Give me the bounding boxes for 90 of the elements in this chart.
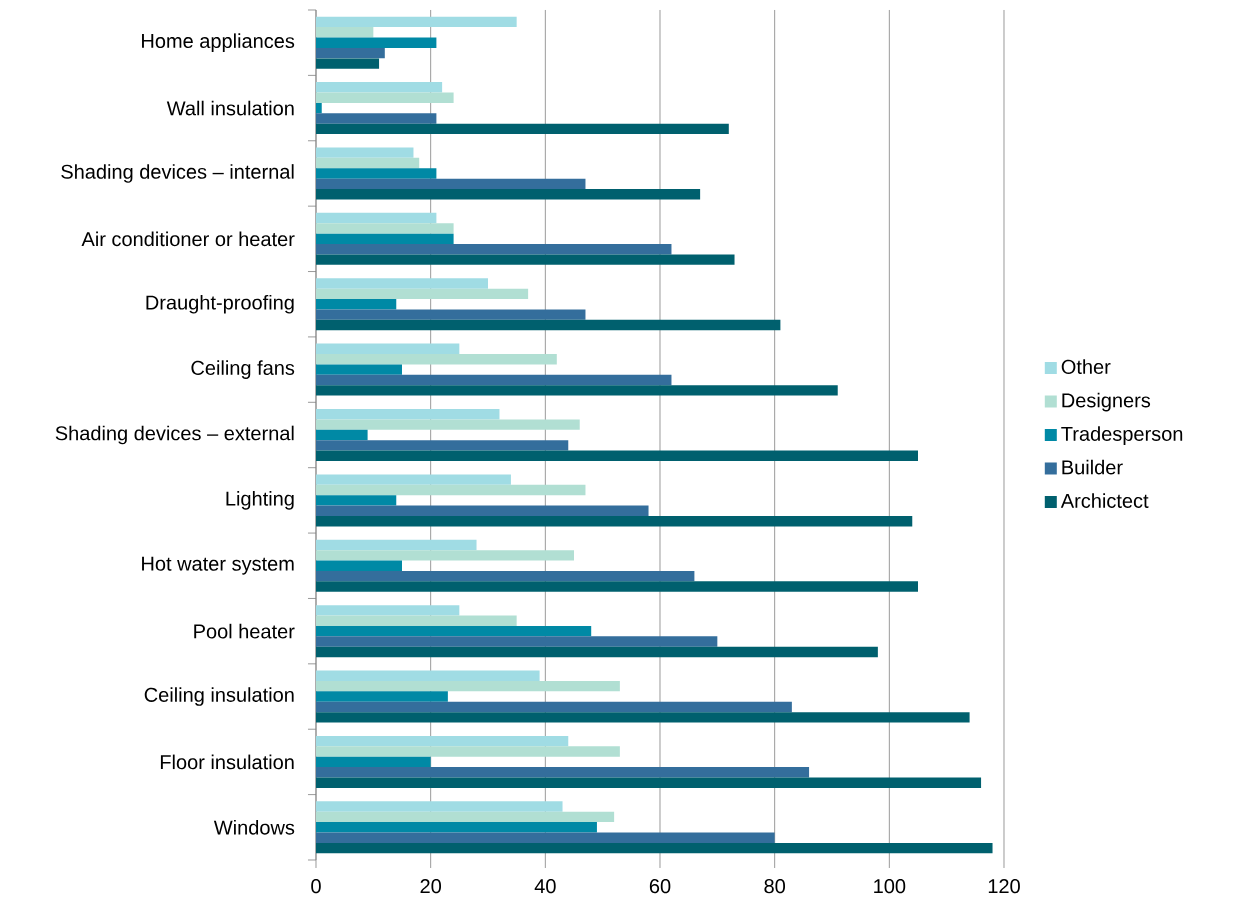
bar	[316, 615, 517, 626]
bar	[316, 646, 878, 658]
bar	[316, 113, 437, 124]
x-tick-label: 60	[649, 879, 671, 894]
bar	[316, 385, 838, 396]
bar	[316, 309, 586, 320]
bar	[316, 189, 701, 200]
y-tick-label: Pool heater	[194, 623, 295, 639]
bar	[316, 58, 380, 69]
bar	[316, 570, 695, 582]
bar	[316, 374, 672, 386]
bar	[316, 515, 913, 527]
bar	[316, 701, 792, 713]
y-tick-label: Air conditioner or heater	[81, 231, 295, 247]
legend-label: Designers	[1062, 392, 1151, 412]
bar	[316, 147, 414, 158]
bar	[316, 319, 781, 331]
bar	[316, 712, 970, 723]
bar	[316, 484, 586, 496]
bar	[316, 842, 993, 854]
bar	[316, 505, 649, 516]
bar	[316, 450, 918, 461]
y-tick-label: Windows	[213, 819, 295, 835]
bar	[316, 364, 402, 375]
bar	[316, 735, 569, 747]
y-tick-label: Shading devices – internal	[61, 164, 294, 183]
bar	[316, 756, 431, 768]
legend-label: Other	[1061, 359, 1111, 374]
bar	[316, 123, 729, 135]
bar	[316, 168, 437, 179]
bar	[316, 670, 540, 681]
bar	[316, 408, 500, 420]
bar	[316, 550, 574, 561]
y-tick-label: Home appliances	[142, 33, 295, 52]
legend-label: Builder	[1062, 459, 1123, 475]
y-tick-label: Ceiling fans	[191, 360, 295, 379]
bar	[316, 419, 580, 430]
y-tick-label: Draught-proofing	[146, 294, 294, 314]
bar	[316, 157, 420, 169]
y-tick-label: Shading devices – external	[55, 425, 294, 445]
bar	[316, 832, 775, 843]
bar	[316, 636, 718, 647]
bar	[316, 233, 454, 245]
bar	[316, 82, 443, 93]
bar	[316, 429, 368, 441]
bar	[316, 27, 374, 38]
x-tick-label: 40	[534, 879, 556, 894]
bar	[316, 212, 437, 224]
bar	[316, 254, 735, 265]
bar	[316, 92, 454, 103]
bar	[316, 288, 529, 300]
bar	[316, 625, 592, 637]
bar	[316, 495, 397, 506]
bar	[316, 178, 586, 190]
bar	[316, 539, 477, 551]
legend-label: Tradesperson	[1061, 426, 1183, 445]
bar	[316, 299, 397, 310]
bar	[316, 777, 982, 788]
bar	[316, 440, 569, 451]
bar	[316, 474, 511, 485]
bar	[316, 244, 672, 255]
x-tick-label: 100	[874, 879, 906, 894]
legend-label: Archictect	[1060, 493, 1149, 508]
y-tick-label: Floor insulation	[160, 754, 294, 770]
bar	[316, 47, 385, 59]
x-tick-label: 20	[420, 879, 442, 894]
bar	[316, 605, 460, 616]
bar	[316, 102, 322, 114]
bar	[316, 691, 448, 702]
y-tick-label: Wall insulation	[166, 100, 294, 116]
bar	[316, 680, 620, 692]
bar	[316, 354, 557, 365]
x-tick-label: 80	[764, 879, 786, 894]
y-tick-label: Ceiling insulation	[144, 687, 294, 706]
bar	[316, 801, 563, 812]
bar	[316, 37, 437, 48]
y-tick-label: Lighting	[226, 491, 294, 510]
bar	[316, 343, 460, 355]
bar	[316, 811, 615, 823]
bar	[316, 822, 597, 833]
bar	[316, 223, 454, 234]
bar	[316, 16, 517, 28]
bar	[316, 767, 810, 778]
bar	[316, 581, 918, 592]
x-tick-label: 120	[988, 879, 1020, 894]
bar	[316, 278, 488, 289]
bar	[316, 560, 402, 571]
x-tick-label: 0	[311, 879, 321, 894]
bar	[316, 746, 620, 757]
y-tick-label: Hot water system	[142, 556, 294, 575]
